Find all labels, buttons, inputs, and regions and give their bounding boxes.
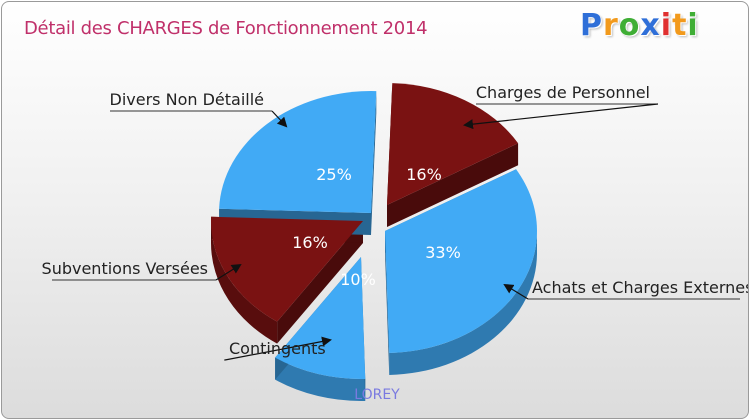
- slice-category-label: Achats et Charges Externes: [532, 278, 749, 297]
- slice-percent-label: 16%: [406, 165, 442, 184]
- callout-arrow: [224, 336, 332, 361]
- footer-label: LOREY: [354, 387, 400, 403]
- brand-logo-letter: o: [618, 8, 641, 43]
- chart-title: Détail des CHARGES de Fonctionnement 201…: [24, 18, 428, 39]
- slice-wall: [387, 143, 519, 227]
- slice-wall: [277, 221, 363, 344]
- slice-percent-label: 16%: [292, 233, 328, 252]
- slice-percent-label: 25%: [316, 165, 352, 184]
- slice-percent-label: 10%: [340, 270, 376, 289]
- slice-category-label: Subventions Versées: [42, 259, 208, 278]
- brand-logo-letter: i: [660, 8, 673, 43]
- brand-logo-letter: x: [640, 8, 661, 43]
- pie-slice: [275, 257, 366, 379]
- slice-category-label: Contingents: [229, 339, 326, 358]
- callout-arrow: [503, 283, 529, 300]
- slice-wall: [371, 91, 377, 236]
- slice-category-label: Divers Non Détaillé: [110, 90, 264, 109]
- slice-rim: [389, 231, 537, 375]
- brand-logo-letter: P: [580, 8, 603, 43]
- brand-logo: Proxiti: [580, 8, 699, 43]
- pie-slice: [385, 169, 537, 353]
- brand-logo-letter: t: [672, 8, 688, 43]
- callout-arrow: [271, 110, 288, 128]
- slice-percent-label: 33%: [425, 243, 461, 262]
- brand-logo-letter: r: [603, 8, 619, 43]
- pie-slice: [387, 83, 519, 205]
- pie-slice: [219, 90, 377, 213]
- slice-rim: [211, 221, 278, 344]
- pie-slice: [211, 216, 363, 322]
- callout-arrow: [463, 103, 659, 130]
- callout-arrow: [215, 263, 242, 281]
- slice-wall: [385, 231, 390, 375]
- slice-rim: [275, 357, 366, 401]
- slice-category-label: Charges de Personnel: [476, 83, 650, 102]
- brand-logo-letter: i: [687, 8, 699, 43]
